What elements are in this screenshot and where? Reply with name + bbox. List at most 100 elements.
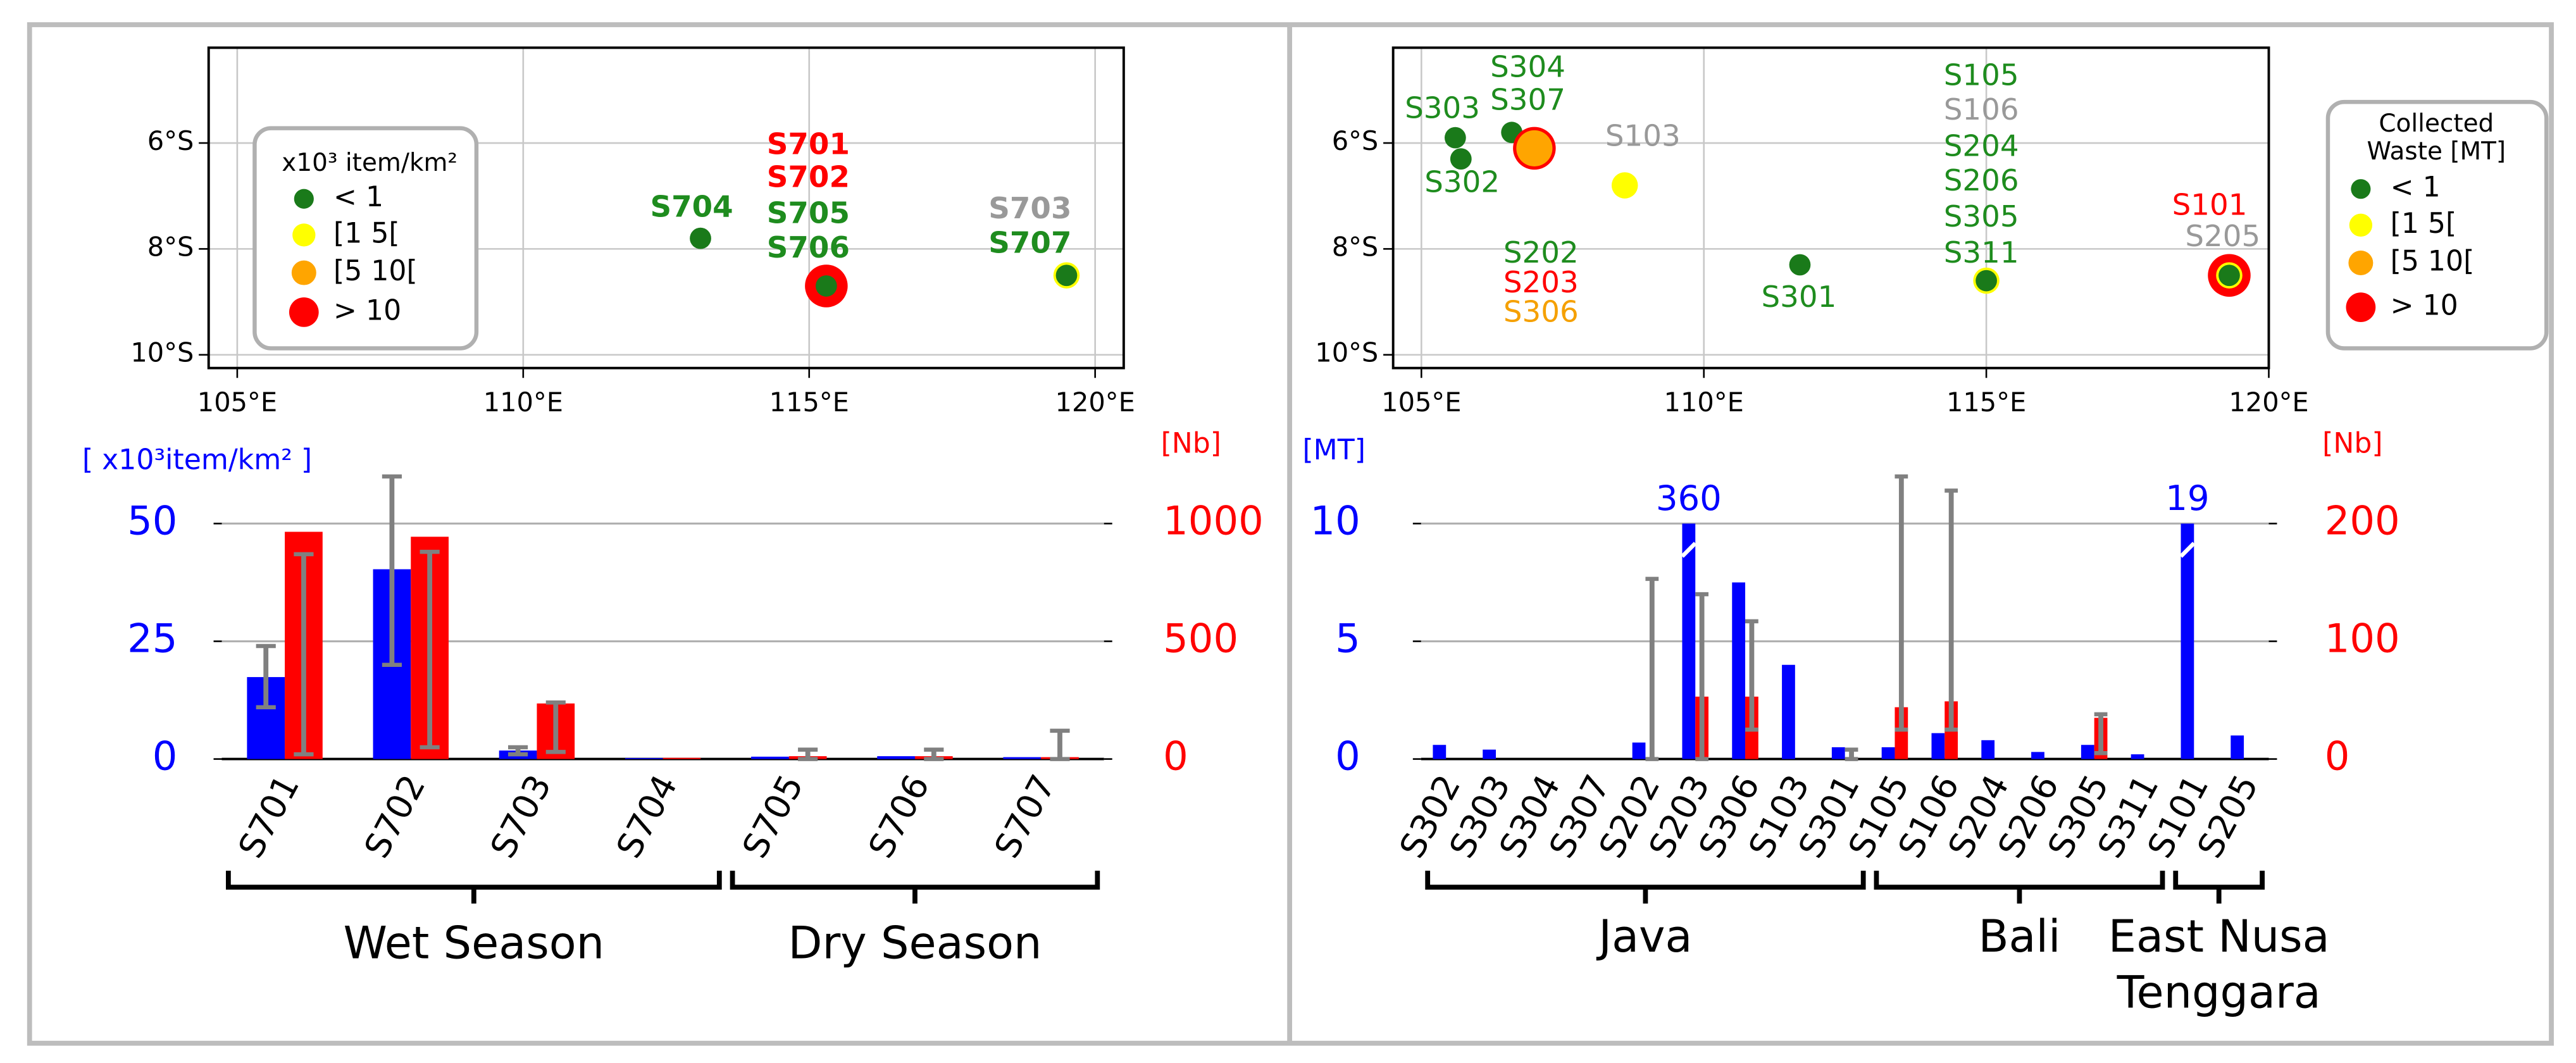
site-label: S706 (767, 231, 850, 265)
group-label: Java (1596, 911, 1692, 962)
group-bracket (225, 871, 722, 904)
y2-tick-label: 500 (1163, 616, 1238, 662)
site-label: S203 (1503, 266, 1579, 300)
y-tick-label: 10°S (130, 337, 194, 368)
legend-label: [1 5[ (333, 217, 400, 249)
y2-tick-label: 0 (2325, 733, 2350, 780)
x-tick-label: 115°E (1946, 387, 2026, 418)
legend-label: [5 10[ (2391, 246, 2475, 278)
legend-marker (2346, 292, 2376, 322)
y-tick-label: 6°S (1332, 125, 1379, 156)
site-label: S703 (988, 192, 1071, 226)
bar (1632, 742, 1646, 759)
site-label: S103 (1605, 120, 1681, 154)
site-label: S707 (988, 226, 1071, 260)
legend-label: [5 10[ (333, 255, 418, 287)
site-label: S303 (1405, 92, 1480, 126)
group-label: Bali (1978, 911, 2060, 962)
legend-marker (2351, 179, 2371, 199)
bar (1483, 749, 1496, 759)
site-label: S206 (1944, 164, 2019, 198)
site-label: S301 (1762, 280, 1837, 314)
bar (625, 758, 663, 759)
site-label: S306 (1503, 295, 1579, 329)
legend-label: < 1 (333, 181, 383, 213)
site-label: S101 (2172, 189, 2248, 223)
bar (1782, 664, 1795, 759)
legend-label: [1 5[ (2391, 208, 2457, 240)
site-marker (1450, 148, 1472, 170)
group-label: East Nusa (2108, 911, 2330, 962)
bar (751, 756, 789, 759)
group-bracket (730, 871, 1100, 904)
site-marker (1516, 130, 1553, 166)
group-label: Wet Season (344, 917, 605, 969)
legend-marker (2348, 251, 2374, 275)
site-marker (690, 227, 711, 249)
y2-tick-label: 200 (2325, 498, 2400, 544)
x-tick-label: 110°E (1664, 387, 1744, 418)
legend-label: < 1 (2391, 171, 2441, 204)
axis-break (2179, 542, 2196, 558)
legend-marker (2349, 213, 2373, 237)
site-label: S701 (767, 128, 850, 162)
bar (2131, 754, 2144, 759)
site-label: S302 (1424, 165, 1500, 199)
site-marker (1444, 127, 1466, 149)
group-bracket (2173, 871, 2265, 904)
group-label: Dry Season (788, 917, 1042, 969)
legend-title: Collected (2379, 109, 2494, 138)
site-label: S305 (1944, 200, 2019, 234)
y2-axis-label: [Nb] (2322, 428, 2382, 460)
y-tick-label: 0 (1335, 733, 1360, 780)
data-label: 19 (2165, 478, 2209, 518)
bar (1003, 757, 1042, 759)
group-label: Tenggara (2117, 967, 2321, 1019)
legend-title: Waste [MT] (2367, 137, 2506, 166)
site-marker (2218, 264, 2240, 287)
y-tick-label: 25 (127, 616, 177, 662)
data-label: 360 (1656, 478, 1722, 518)
site-label: S202 (1503, 236, 1579, 270)
site-marker (815, 275, 837, 297)
bar (1732, 582, 1746, 759)
y2-tick-label: 1000 (1163, 498, 1264, 544)
y2-axis-label: [Nb] (1161, 428, 1221, 460)
y2-tick-label: 0 (1163, 733, 1188, 780)
site-label: S311 (1944, 236, 2019, 270)
map-background (1393, 47, 2269, 368)
site-marker (1976, 270, 1997, 292)
bar (1981, 740, 1995, 759)
y2-tick-label: 100 (2325, 616, 2400, 662)
legend-title: x10³ item/km² (282, 149, 457, 177)
legend-label: > 10 (333, 294, 401, 326)
map-frame (1391, 46, 2270, 370)
bar (1931, 733, 1945, 759)
y-tick-label: 5 (1335, 616, 1360, 662)
bar (877, 756, 915, 759)
legend-box (2325, 99, 2549, 351)
site-label: S204 (1944, 129, 2019, 163)
y-tick-label: 0 (152, 733, 178, 780)
site-label: S702 (767, 161, 850, 195)
bar (1433, 745, 1447, 759)
bar (663, 757, 701, 759)
x-tick-label: 120°E (2229, 387, 2308, 418)
y-tick-label: 6°S (147, 125, 194, 156)
y-tick-label: 10 (1310, 498, 1360, 544)
bar (2031, 752, 2044, 759)
site-label: S106 (1944, 93, 2019, 127)
y-tick-label: 10°S (1315, 337, 1378, 368)
axis-break (1681, 542, 1697, 558)
site-label: S105 (1944, 59, 2019, 93)
bar (2231, 735, 2244, 759)
x-tick-label: 115°E (769, 387, 849, 418)
map-frame (207, 46, 1125, 370)
legend-marker (291, 260, 316, 285)
bar (1881, 747, 1895, 759)
site-marker (1055, 264, 1078, 287)
group-bracket (1425, 871, 1866, 904)
x-tick-label: 105°E (197, 387, 277, 418)
y-axis-label: [ x10³item/km² ] (82, 444, 312, 476)
